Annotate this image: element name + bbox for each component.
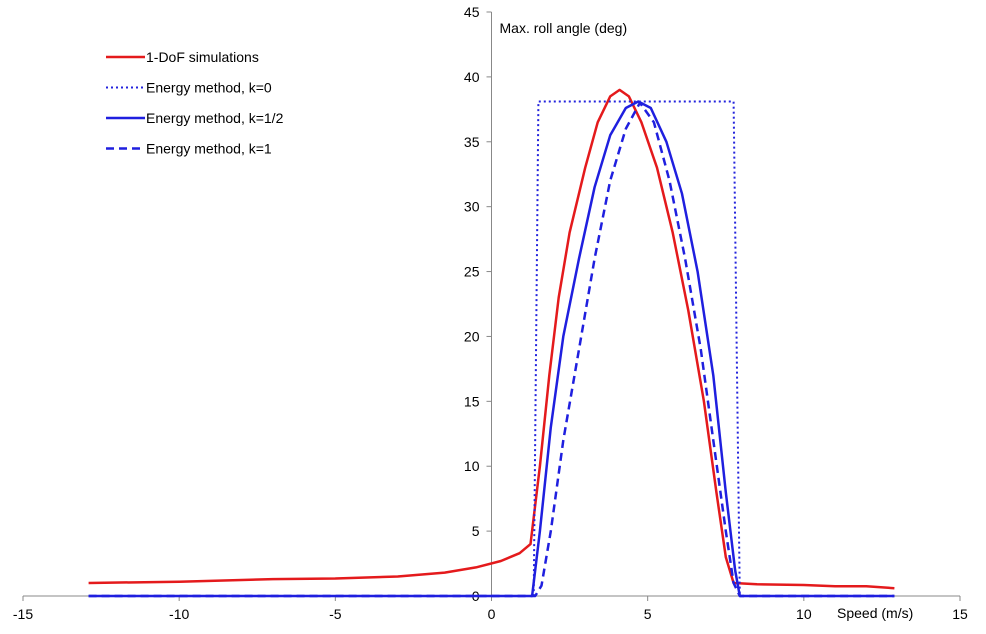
legend-label: Energy method, k=1 xyxy=(146,141,272,157)
legend-label: Energy method, k=0 xyxy=(146,80,272,96)
x-tick-label: -15 xyxy=(13,606,33,622)
y-tick-label: 25 xyxy=(464,264,480,280)
y-tick-label: 5 xyxy=(472,523,480,539)
series-line-4 xyxy=(88,101,895,598)
y-tick-label: 20 xyxy=(464,328,480,344)
x-tick-label: 10 xyxy=(796,606,812,622)
y-tick-label: 45 xyxy=(464,4,480,20)
legend-label: 1-DoF simulations xyxy=(146,49,259,65)
legend-label: Energy method, k=1/2 xyxy=(146,110,284,126)
legend: 1-DoF simulations Energy method, k=0 Energ… xyxy=(106,49,284,157)
y-tick-label: 40 xyxy=(464,69,480,85)
x-tick-label: -10 xyxy=(169,606,189,622)
x-tick-label: 0 xyxy=(488,606,496,622)
y-tick-label: 35 xyxy=(464,134,480,150)
y-tick-label: 30 xyxy=(464,199,480,215)
x-tick-label: 15 xyxy=(952,606,968,622)
y-axis-title: Max. roll angle (deg) xyxy=(500,20,628,36)
x-tick-label: 5 xyxy=(644,606,652,622)
series-line-3 xyxy=(88,100,895,598)
x-tick-label: -5 xyxy=(329,606,342,622)
series-group xyxy=(88,88,895,598)
x-axis-title: Speed (m/s) xyxy=(837,605,913,621)
y-tick-label: 10 xyxy=(464,458,480,474)
y-tick-label: 15 xyxy=(464,393,480,409)
series-line-1 xyxy=(88,88,895,590)
